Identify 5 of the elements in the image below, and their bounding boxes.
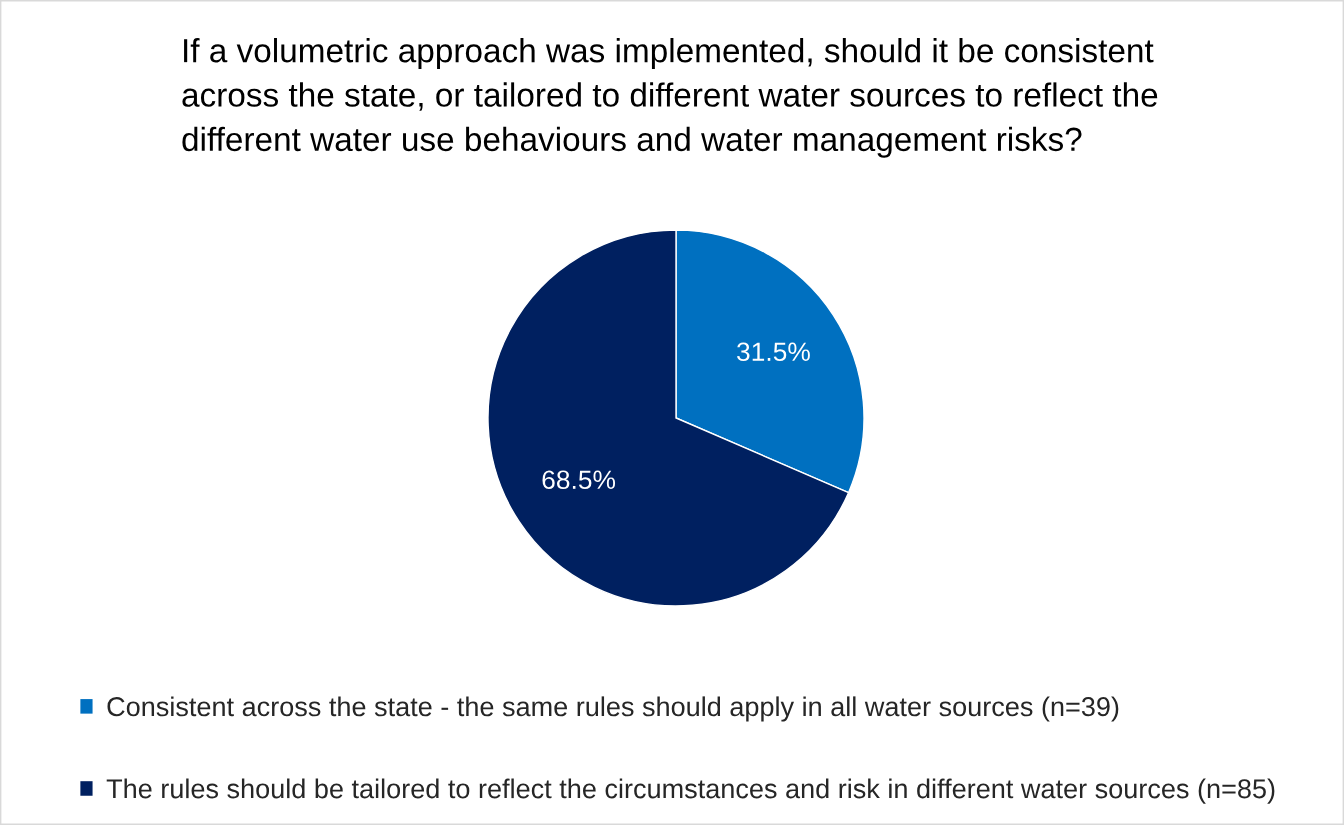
legend-label: The rules should be tailored to reflect the circumstances and risk in different water sources (n=85) [106,778,1275,804]
chart-title: If a volumetric approach was implemented, should it be consistent across the state, or tailored to different water sources to reflect the different water use behaviours and water management risks? [182,38,1158,158]
data-label: 31.5% [737,342,810,362]
legend-label: Consistent across the state - the same rules should apply in all water sources (n=39) [107,696,1119,722]
data-label: 68.5% [542,470,616,490]
